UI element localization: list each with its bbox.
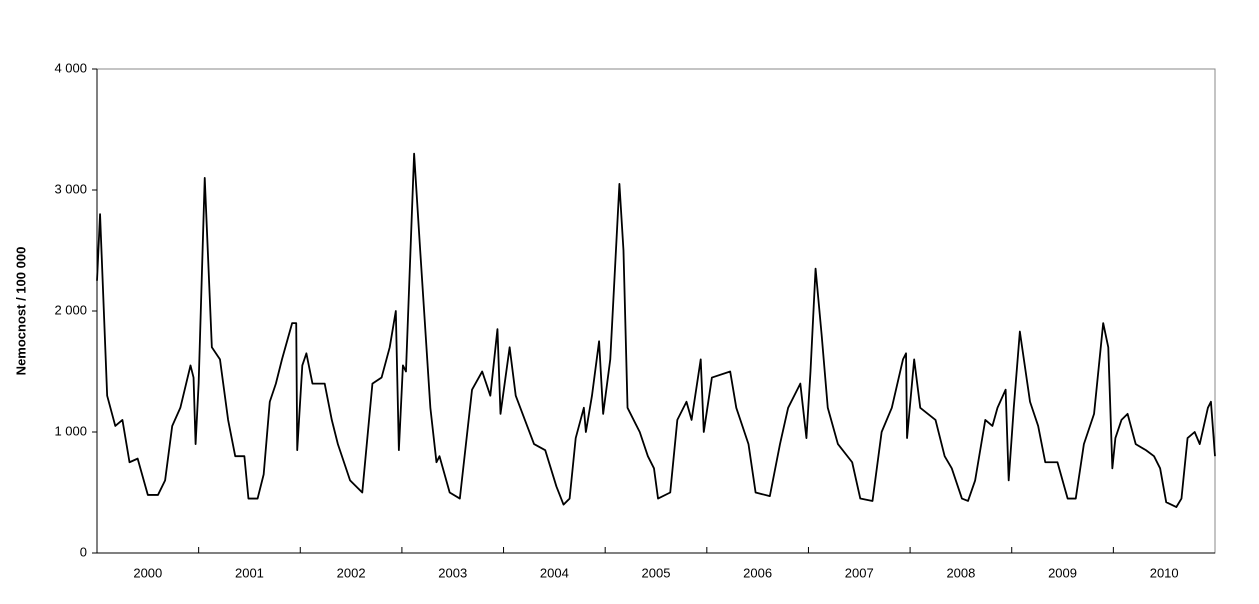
x-tick-label: 2002: [337, 565, 366, 580]
x-tick-label: 2006: [743, 565, 772, 580]
y-tick-label: 4 000: [54, 60, 87, 75]
x-tick-label: 2008: [946, 565, 975, 580]
x-tick-label: 2010: [1150, 565, 1179, 580]
y-tick-label: 2 000: [54, 302, 87, 317]
x-tick-label: 2000: [133, 565, 162, 580]
data-line: [96, 152, 1216, 508]
y-axis-label: Nemocnost / 100 000: [13, 247, 28, 376]
x-tick-label: 2003: [438, 565, 467, 580]
x-tick-label: 2004: [540, 565, 569, 580]
y-tick-label: 3 000: [54, 181, 87, 196]
x-tick-label: 2007: [845, 565, 874, 580]
y-tick-label: 0: [80, 544, 87, 559]
x-tick-label: 2009: [1048, 565, 1077, 580]
x-tick-label: 2001: [235, 565, 264, 580]
y-tick-label: 1 000: [54, 423, 87, 438]
x-tick-label: 2005: [642, 565, 671, 580]
